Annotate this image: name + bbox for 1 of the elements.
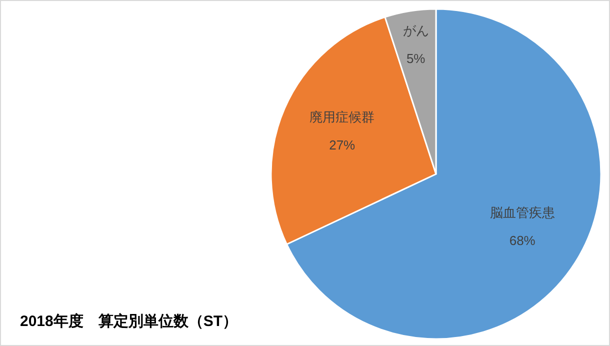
text: 2018年度 算定別単位数（ST） xyxy=(20,312,238,330)
